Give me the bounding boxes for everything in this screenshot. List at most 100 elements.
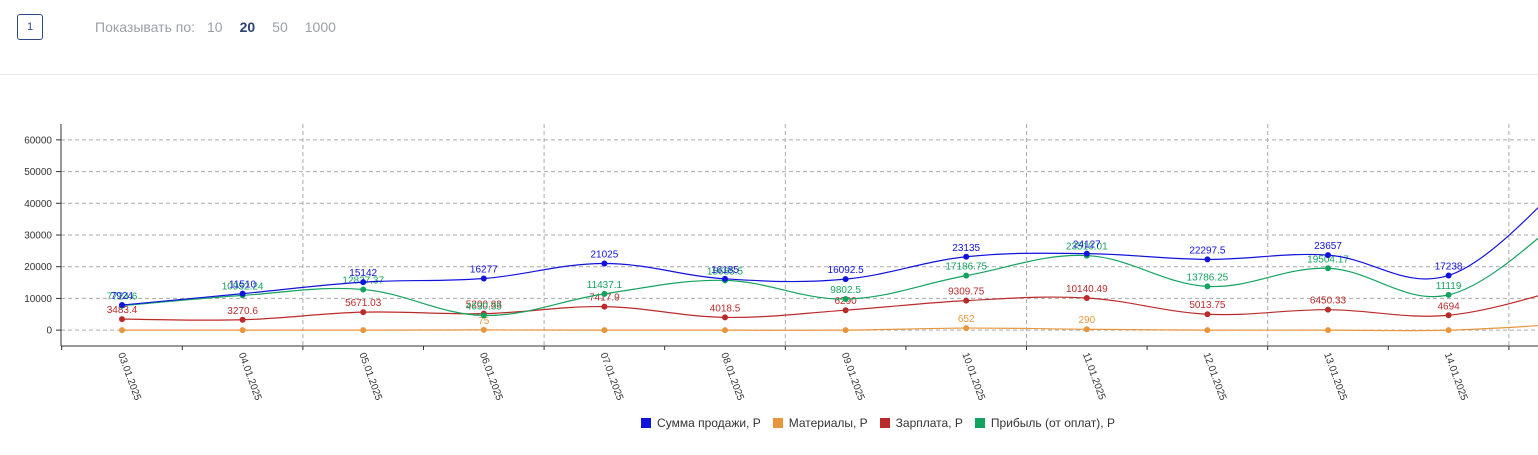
point-salary xyxy=(1445,312,1452,319)
point-sales xyxy=(119,302,125,309)
data-label-salary: 10140.49 xyxy=(1066,284,1108,295)
data-label-profit: 11437.1 xyxy=(587,280,623,291)
data-label-salary: 5671.03 xyxy=(345,298,382,309)
legend-label-salary: Зарплата, Р xyxy=(895,416,963,430)
legend-item-materials[interactable]: Материалы, Р xyxy=(772,416,868,430)
page-button-1[interactable]: 1 xyxy=(17,14,43,40)
data-label-profit: 7724.6 xyxy=(107,292,138,303)
point-sales xyxy=(1204,256,1211,263)
y-tick-label: 20000 xyxy=(24,262,52,273)
data-label-salary: 9309.75 xyxy=(948,287,985,298)
point-materials xyxy=(722,327,728,334)
per-page-option-50[interactable]: 50 xyxy=(272,19,288,35)
point-profit xyxy=(963,272,970,279)
x-tick-label: 08.01.2025 xyxy=(718,351,746,402)
per-page-option-1000[interactable]: 1000 xyxy=(304,19,336,35)
data-label-profit: 13786.25 xyxy=(1187,272,1229,283)
legend-item-salary[interactable]: Зарплата, Р xyxy=(879,416,963,430)
point-sales xyxy=(239,290,246,297)
data-label-salary: 6450.33 xyxy=(1310,296,1347,307)
data-label-profit: 9802.5 xyxy=(830,285,861,296)
legend-swatch-materials xyxy=(772,418,783,428)
data-label-sales: 17238 xyxy=(1435,261,1463,272)
point-salary xyxy=(119,316,125,323)
point-materials xyxy=(1325,327,1331,334)
legend-label-profit: Прибыль (от оплат), Р xyxy=(990,416,1115,430)
data-label-profit: 4630.35 xyxy=(466,301,503,312)
point-materials xyxy=(360,327,367,334)
data-label-salary: 4694 xyxy=(1437,301,1460,312)
data-label-sales: 16185 xyxy=(711,265,739,276)
point-profit xyxy=(360,286,367,293)
legend-swatch-salary xyxy=(879,418,890,428)
point-profit xyxy=(1204,283,1211,290)
x-tick-label: 10.01.2025 xyxy=(959,351,987,402)
x-tick-label: 11.01.2025 xyxy=(1080,351,1107,402)
per-page-option-10[interactable]: 10 xyxy=(207,19,223,35)
data-label-profit: 10952.24 xyxy=(222,281,264,292)
point-materials xyxy=(480,326,487,333)
point-profit xyxy=(1445,291,1452,298)
point-sales xyxy=(1083,250,1090,257)
legend-label-materials: Материалы, Р xyxy=(788,416,868,430)
x-tick-label: 06.01.2025 xyxy=(477,351,505,402)
point-materials xyxy=(963,325,970,332)
point-materials xyxy=(601,327,608,334)
point-profit xyxy=(480,312,487,319)
per-page-label: Показывать по: xyxy=(95,19,196,35)
point-sales xyxy=(1445,272,1452,279)
legend-item-profit[interactable]: Прибыль (от оплат), Р xyxy=(974,416,1115,430)
chart-legend: Сумма продажи, Р Материалы, Р Зарплата, … xyxy=(0,416,1538,430)
data-label-salary: 5013.75 xyxy=(1189,300,1226,311)
point-profit xyxy=(601,290,608,297)
data-label-profit: 19504.17 xyxy=(1307,254,1349,265)
data-label-sales: 23657 xyxy=(1314,241,1342,252)
data-label-sales: 11510 xyxy=(229,280,257,291)
data-label-sales: 16092.5 xyxy=(828,265,865,276)
legend-item-sales[interactable]: Сумма продажи, Р xyxy=(641,416,761,430)
x-tick-label: 07.01.2025 xyxy=(598,351,626,402)
point-materials xyxy=(239,327,246,334)
data-label-salary: 5200.83 xyxy=(466,300,503,311)
legend-label-sales: Сумма продажи, Р xyxy=(657,416,761,430)
y-tick-label: 0 xyxy=(46,326,52,337)
x-tick-label: 09.01.2025 xyxy=(839,351,867,402)
data-label-sales: 21025 xyxy=(590,249,618,260)
point-salary xyxy=(842,307,849,314)
x-tick-label: 12.01.2025 xyxy=(1201,351,1229,402)
point-materials xyxy=(119,327,125,334)
per-page-selector: Показывать по: 10 20 50 1000 xyxy=(95,19,353,35)
point-salary xyxy=(963,297,970,304)
data-label-sales: 16277 xyxy=(470,265,498,276)
data-label-profit: 23510.01 xyxy=(1066,242,1108,253)
data-label-sales: 23135 xyxy=(952,243,980,254)
point-salary xyxy=(360,309,367,316)
data-label-salary: 7417.9 xyxy=(589,293,620,304)
data-label-sales: 15142 xyxy=(349,268,377,279)
data-label-salary: 3270.6 xyxy=(227,306,258,317)
point-sales xyxy=(722,275,728,282)
x-tick-label: 04.01.2025 xyxy=(236,351,264,402)
data-label-sales: 24127 xyxy=(1073,240,1101,251)
point-sales xyxy=(1325,252,1331,259)
y-tick-label: 60000 xyxy=(24,135,52,146)
y-tick-label: 30000 xyxy=(24,231,52,242)
data-label-sales: 22297.5 xyxy=(1189,245,1226,256)
point-materials xyxy=(842,327,849,334)
data-label-materials: 290 xyxy=(1078,315,1095,326)
pagination-bar: 1 Показывать по: 10 20 50 1000 xyxy=(0,0,1538,75)
point-profit xyxy=(1325,265,1331,272)
x-tick-label: 13.01.2025 xyxy=(1321,351,1349,402)
data-label-materials: 652 xyxy=(958,314,975,325)
x-tick-label: 03.01.2025 xyxy=(115,351,143,402)
point-sales xyxy=(842,276,849,283)
point-salary xyxy=(601,303,608,310)
data-label-materials: 75 xyxy=(478,316,490,327)
data-label-sales: 7924 xyxy=(111,291,134,302)
data-label-salary: 3483.4 xyxy=(107,305,138,316)
legend-swatch-sales xyxy=(641,418,652,428)
per-page-option-20[interactable]: 20 xyxy=(239,19,256,35)
point-sales xyxy=(360,279,367,286)
point-materials xyxy=(1083,326,1090,333)
point-salary xyxy=(1204,311,1211,318)
